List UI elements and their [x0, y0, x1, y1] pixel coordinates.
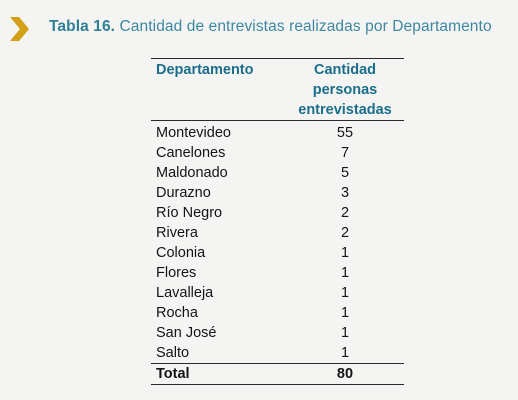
caption-text: Tabla 16. Cantidad de entrevistas realiz…: [49, 18, 492, 36]
row-cantidad: 1: [340, 345, 350, 361]
header-row: Departamento Cantidad personas entrevist…: [151, 58, 404, 121]
table-row: Salto 1: [151, 343, 404, 364]
row-departamento: Canelones: [156, 145, 226, 161]
row-departamento: Montevideo: [156, 125, 231, 141]
header-cantidad-line3: entrevistadas: [298, 102, 392, 118]
row-departamento: Rivera: [156, 225, 198, 241]
row-cantidad: 1: [340, 325, 350, 341]
row-cantidad: 2: [340, 205, 350, 221]
caption-label: Tabla 16.: [49, 18, 116, 35]
header-cantidad: Cantidad personas entrevistadas: [286, 58, 404, 121]
table-row: Rivera 2: [151, 223, 404, 243]
table-row: Lavalleja 1: [151, 283, 404, 303]
row-cantidad: 5: [340, 165, 350, 181]
interviews-table: Departamento Cantidad personas entrevist…: [151, 58, 404, 385]
header-cantidad-line2: personas: [312, 82, 378, 98]
table-row: San José 1: [151, 323, 404, 343]
row-cantidad: 3: [340, 185, 350, 201]
table-footer: Total 80: [151, 363, 404, 385]
row-departamento: Río Negro: [156, 205, 223, 221]
chevron-right-icon: [10, 17, 29, 41]
row-cantidad: 1: [340, 265, 350, 281]
row-cantidad: 2: [340, 225, 350, 241]
header-departamento-label: Departamento: [156, 62, 254, 78]
row-cantidad: 55: [336, 125, 354, 141]
table-row: Canelones 7: [151, 143, 404, 163]
row-departamento: Lavalleja: [156, 285, 214, 301]
total-label: Total: [151, 363, 286, 385]
table-row: Durazno 3: [151, 183, 404, 203]
table-row: Montevideo 55: [151, 121, 404, 144]
row-departamento: Salto: [156, 345, 190, 361]
row-departamento: Rocha: [156, 305, 198, 321]
table-row: Rocha 1: [151, 303, 404, 323]
row-departamento: Colonia: [156, 245, 206, 261]
row-cantidad: 1: [340, 305, 350, 321]
row-departamento: Flores: [156, 265, 197, 281]
table-body: Montevideo 55 Canelones 7 Maldonado 5 Du…: [151, 121, 404, 364]
caption-title: Cantidad de entrevistas realizadas por D…: [119, 18, 492, 35]
table-header: Departamento Cantidad personas entrevist…: [151, 58, 404, 121]
row-cantidad: 7: [340, 145, 350, 161]
table-row: Maldonado 5: [151, 163, 404, 183]
row-departamento: Durazno: [156, 185, 211, 201]
table-row: Flores 1: [151, 263, 404, 283]
row-cantidad: 1: [340, 245, 350, 261]
header-cantidad-line1: Cantidad: [313, 62, 377, 78]
table-row: Río Negro 2: [151, 203, 404, 223]
row-departamento: San José: [156, 325, 217, 341]
total-row: Total 80: [151, 363, 404, 385]
table-caption: Tabla 16. Cantidad de entrevistas realiz…: [0, 12, 518, 44]
row-cantidad: 1: [340, 285, 350, 301]
row-departamento: Maldonado: [156, 165, 228, 181]
header-departamento: Departamento: [151, 58, 286, 121]
total-value: 80: [286, 363, 404, 385]
table-row: Colonia 1: [151, 243, 404, 263]
